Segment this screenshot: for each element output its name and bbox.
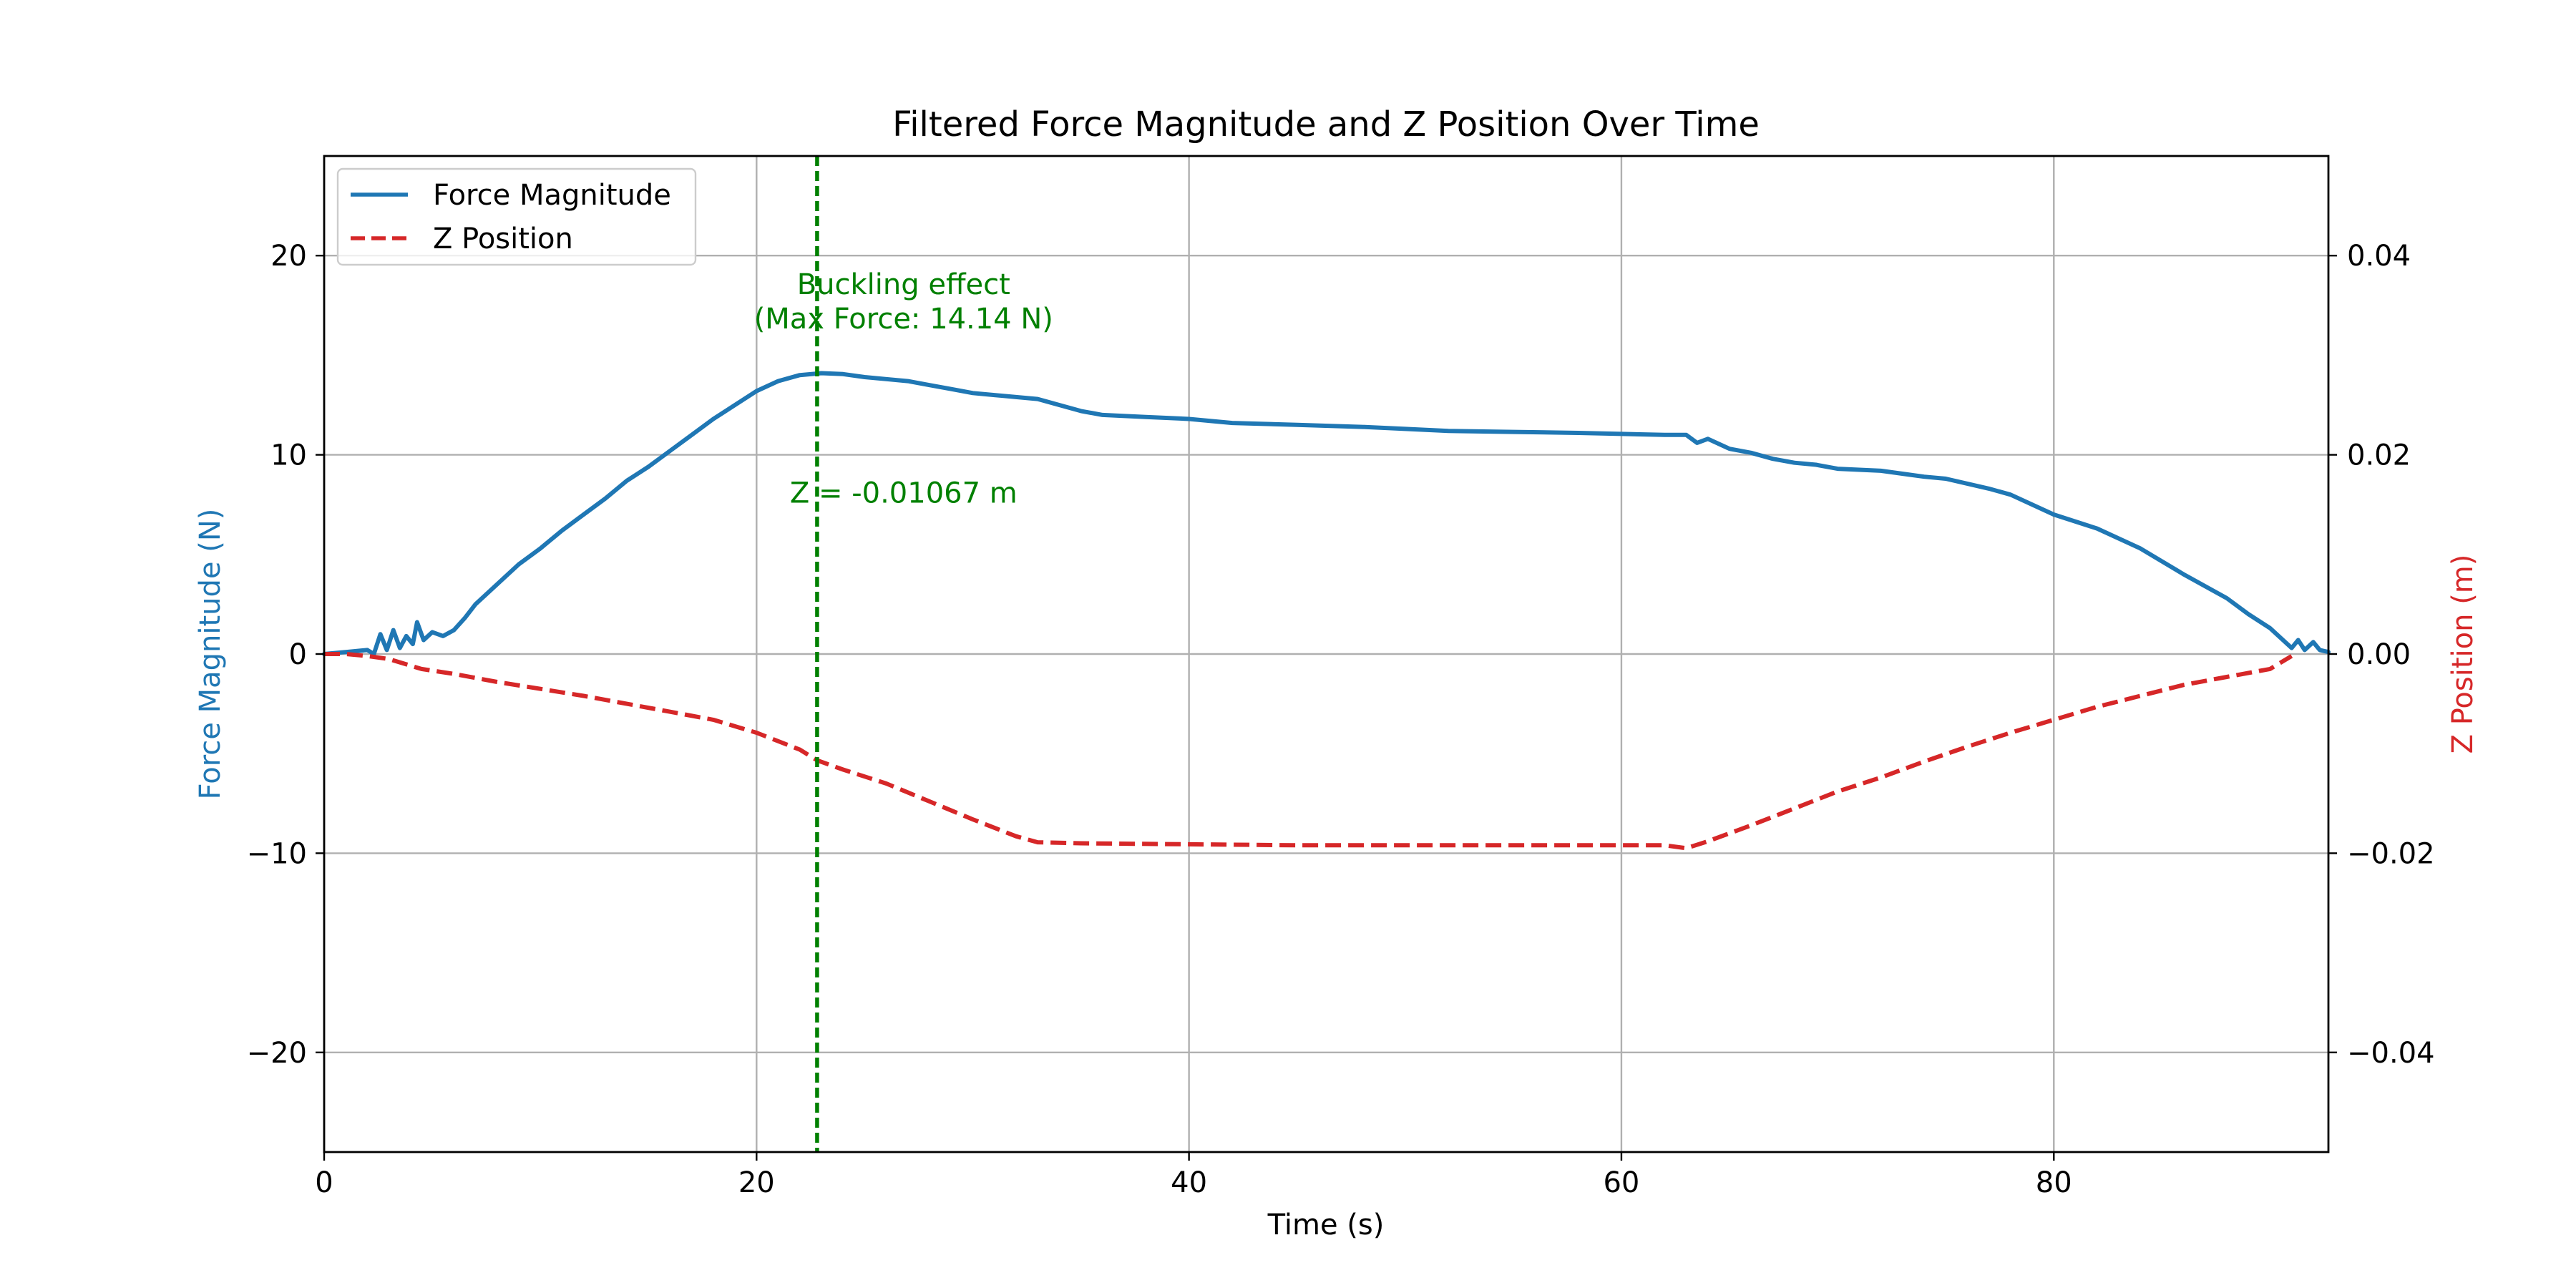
buckling-annotation-line2: (Max Force: 14.14 N) xyxy=(754,303,1053,336)
y-left-tick-label: 10 xyxy=(270,439,307,472)
y-right-tick-label: 0.04 xyxy=(2347,240,2411,273)
legend-force-label: Force Magnitude xyxy=(433,179,671,212)
z-annotation: Z = -0.01067 m xyxy=(790,477,1018,509)
y-right-tick-label: −0.02 xyxy=(2347,837,2435,870)
z-position-line xyxy=(324,652,2293,851)
x-tick-label: 40 xyxy=(1171,1166,1207,1199)
series-layer xyxy=(322,371,2331,851)
y-axis-left-label: Force Magnitude (N) xyxy=(194,509,227,800)
y-axis-right-label: Z Position (m) xyxy=(2446,555,2479,754)
y-left-tick-label: 0 xyxy=(289,638,307,671)
x-tick-label: 0 xyxy=(315,1166,333,1199)
x-tick-label: 60 xyxy=(1603,1166,1639,1199)
y-right-tick-label: −0.04 xyxy=(2347,1037,2435,1070)
y-left-tick-label: 20 xyxy=(270,240,307,273)
y-right-tick-label: 0.00 xyxy=(2347,638,2411,671)
chart-title: Filtered Force Magnitude and Z Position … xyxy=(892,104,1760,145)
legend-z-label: Z Position xyxy=(433,223,573,255)
annotations: Buckling effect (Max Force: 14.14 N) Z =… xyxy=(754,156,1053,1152)
legend-box xyxy=(336,167,697,266)
x-tick-label: 20 xyxy=(738,1166,775,1199)
legend: Force Magnitude Z Position xyxy=(336,167,697,266)
y-left-tick-label: −10 xyxy=(247,837,307,870)
x-axis-label: Time (s) xyxy=(1267,1209,1385,1241)
y-right-tick-label: 0.02 xyxy=(2347,439,2411,472)
buckling-annotation-line1: Buckling effect xyxy=(797,268,1010,301)
ticks: 0 20 40 60 80 −20 −10 0 10 20 −0.04 −0.02 0.00 0.02 0.… xyxy=(247,240,2435,1199)
grid xyxy=(323,156,2328,1152)
y-left-tick-label: −20 xyxy=(247,1037,307,1070)
force-magnitude-line xyxy=(322,371,2331,656)
x-tick-label: 80 xyxy=(2036,1166,2072,1199)
